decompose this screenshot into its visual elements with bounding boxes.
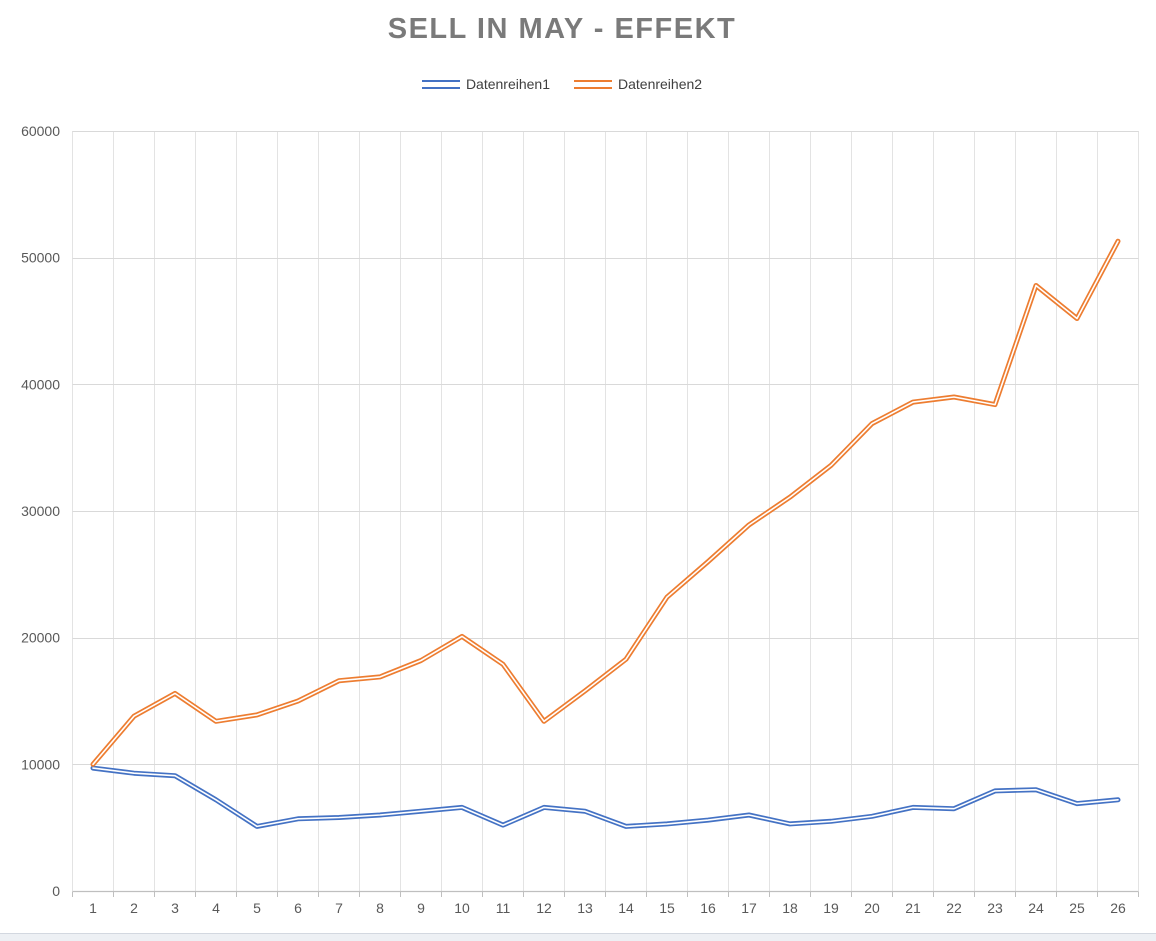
x-axis-tick-label: 18	[782, 900, 798, 916]
x-axis-tick-label: 21	[905, 900, 921, 916]
x-axis-tick-label: 16	[700, 900, 716, 916]
chart-title[interactable]: SELL IN MAY - EFFEKT	[387, 13, 737, 45]
x-axis-tick-label: 8	[376, 900, 384, 916]
x-axis-tick-label: 25	[1069, 900, 1085, 916]
x-axis-tick-label: 22	[946, 900, 962, 916]
x-axis-tick-label: 14	[618, 900, 634, 916]
x-axis-tick-label: 6	[294, 900, 302, 916]
y-axis-tick-label: 40000	[21, 376, 60, 392]
x-axis-tick-label: 17	[741, 900, 757, 916]
legend-item-datenreihen2[interactable]: Datenreihen2	[574, 76, 702, 92]
x-axis-tick-label: 7	[335, 900, 343, 916]
y-axis-tick-label: 20000	[21, 630, 60, 646]
y-axis-tick-label: 60000	[21, 123, 60, 139]
x-axis-tick-label: 13	[577, 900, 593, 916]
x-axis-tick-label: 4	[212, 900, 220, 916]
series-line-center-stripe-datenreihen1	[92, 767, 1119, 828]
y-axis-tick-label: 0	[52, 883, 60, 899]
x-axis-tick-label: 11	[496, 900, 511, 916]
series-line-center-stripe-datenreihen2	[92, 240, 1119, 766]
x-axis-tick-label: 15	[659, 900, 675, 916]
window-bottom-edge	[0, 933, 1156, 941]
x-axis-tick-label: 2	[130, 900, 138, 916]
x-axis-tick-label: 10	[454, 900, 470, 916]
x-axis-tick-label: 20	[864, 900, 880, 916]
x-axis-tick-label: 5	[253, 900, 261, 916]
x-axis-tick-label: 3	[171, 900, 179, 916]
x-axis-tick-label: 19	[823, 900, 839, 916]
x-axis-tick-label: 23	[987, 900, 1003, 916]
chart-legend: Datenreihen1 Datenreihen2	[0, 76, 1124, 92]
x-axis-tick-label: 1	[89, 900, 97, 916]
y-axis-tick-label: 50000	[21, 250, 60, 266]
y-axis-tick-label: 30000	[21, 503, 60, 519]
legend-item-datenreihen1[interactable]: Datenreihen1	[421, 76, 550, 92]
legend-marker-datenreihen2	[574, 79, 612, 89]
y-axis-tick-label: 10000	[21, 756, 60, 772]
x-axis-tick-label: 24	[1028, 900, 1044, 916]
x-axis-tick-label: 9	[417, 900, 425, 916]
x-axis-tick-label: 26	[1110, 900, 1126, 916]
legend-label-datenreihen2: Datenreihen2	[618, 76, 703, 92]
legend-marker-datenreihen1	[421, 79, 460, 89]
legend-label-datenreihen1: Datenreihen1	[465, 76, 550, 92]
x-axis-tick-label: 12	[536, 900, 552, 916]
